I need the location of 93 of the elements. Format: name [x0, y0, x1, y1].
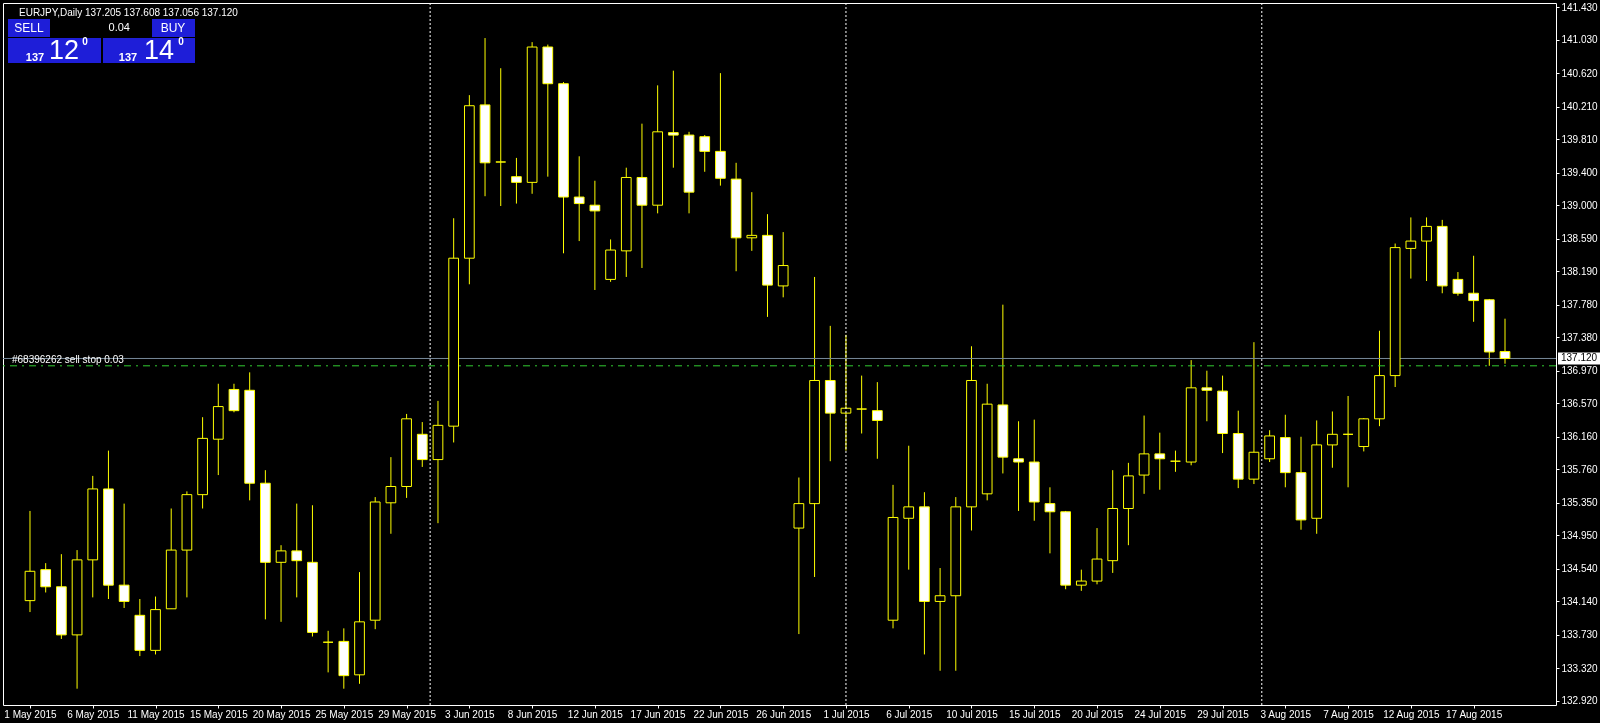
candlestick	[1499, 318, 1511, 365]
candlestick	[275, 544, 287, 623]
y-tick-label: 133.730	[1561, 629, 1599, 641]
candlestick	[856, 375, 868, 434]
annotation: SELL	[14, 21, 44, 35]
candlestick	[118, 503, 130, 609]
candlestick	[1091, 527, 1103, 585]
annotation: 0	[82, 36, 89, 47]
x-tick-label: 3 Aug 2015	[1260, 708, 1312, 720]
y-tick-label: 141.430	[1561, 1, 1599, 13]
annotation: BUY	[160, 21, 186, 35]
y-tick-label: 138.190	[1561, 265, 1599, 277]
y-tick-label: 134.540	[1561, 563, 1599, 575]
y-tick-label: 135.350	[1561, 497, 1599, 509]
candlestick	[840, 334, 852, 452]
candlestick	[1138, 415, 1150, 495]
candlestick	[1468, 255, 1479, 323]
y-tick-label: 136.160	[1561, 431, 1599, 443]
candlestick	[322, 630, 334, 673]
candlestick	[1452, 271, 1464, 297]
x-tick-label: 15 May 2015	[189, 708, 249, 720]
y-tick-label: 137.380	[1561, 331, 1599, 343]
x-tick-label: 25 May 2015	[315, 708, 374, 720]
candlestick	[495, 67, 507, 207]
annotation: 137	[118, 51, 138, 63]
candlestick	[1421, 216, 1432, 282]
candlestick	[228, 383, 240, 413]
annotation: 12	[48, 35, 80, 65]
x-tick-label: 29 May 2015	[378, 708, 437, 720]
y-tick-label: 137.780	[1561, 299, 1599, 311]
y-tick-label: 139.400	[1561, 167, 1599, 179]
candlestick	[1327, 410, 1338, 469]
x-tick-label: 26 Jun 2015	[756, 708, 812, 720]
candlestick	[871, 381, 883, 460]
candlestick	[746, 191, 758, 252]
y-tick-label: 141.030	[1561, 34, 1599, 46]
candlestick	[1405, 216, 1417, 280]
candlestick	[291, 503, 303, 598]
candlestick	[385, 456, 397, 535]
candlestick	[1342, 395, 1354, 488]
candlestick	[667, 70, 679, 169]
y-tick-label: 139.810	[1561, 133, 1599, 145]
candlestick	[934, 567, 946, 672]
y-tick-label: 134.140	[1561, 595, 1599, 607]
candlestick	[777, 231, 789, 298]
x-tick-label: 12 Aug 2015	[1383, 708, 1440, 720]
annotation: 137	[25, 51, 45, 63]
candlestick	[511, 157, 522, 205]
candlestick	[699, 134, 711, 173]
y-tick-label: 133.320	[1561, 662, 1599, 674]
x-tick-label: 24 Jul 2015	[1134, 708, 1187, 720]
candlestick	[1044, 486, 1056, 554]
candlestick	[1264, 429, 1275, 463]
x-tick-label: 6 May 2015	[67, 708, 120, 720]
x-tick-label: 1 Jul 2015	[823, 708, 870, 720]
annotation: 0.04	[108, 20, 130, 33]
candlestick	[1075, 569, 1087, 592]
x-tick-label: 7 Aug 2015	[1323, 708, 1375, 720]
x-tick-label: 22 Jun 2015	[693, 708, 749, 720]
x-tick-label: 10 Jul 2015	[946, 708, 999, 720]
x-tick-label: 20 May 2015	[252, 708, 311, 720]
x-tick-label: 29 Jul 2015	[1197, 708, 1250, 720]
candlestick	[1170, 450, 1181, 473]
x-tick-label: 12 Jun 2015	[567, 708, 624, 720]
annotation: 0	[178, 36, 185, 47]
x-tick-label: 17 Jun 2015	[630, 708, 687, 720]
y-tick-label: 134.950	[1561, 529, 1599, 541]
candlestick	[1013, 420, 1024, 512]
x-tick-label: 8 Jun 2015	[507, 708, 558, 720]
x-tick-label: 20 Jul 2015	[1071, 708, 1124, 720]
y-tick-label: 140.620	[1561, 67, 1599, 79]
y-tick-label: 135.760	[1561, 463, 1599, 475]
candlestick	[903, 445, 915, 571]
ref-line-label: 137.120	[1561, 352, 1598, 364]
candlestick	[1154, 432, 1166, 491]
x-tick-label: 17 Aug 2015	[1446, 708, 1503, 720]
x-tick-label: 6 Jul 2015	[886, 708, 933, 720]
y-tick-label: 140.210	[1561, 101, 1599, 113]
x-tick-label: 3 Jun 2015	[445, 708, 496, 720]
candlestick	[1201, 370, 1213, 422]
x-tick-label: 11 May 2015	[127, 708, 185, 720]
y-tick-label: 136.970	[1561, 365, 1599, 377]
x-tick-label: 1 May 2015	[4, 708, 58, 720]
x-tick-label: 15 Jul 2015	[1008, 708, 1062, 720]
y-tick-label: 139.000	[1561, 199, 1599, 211]
chart-title: EURJPY,Daily 137.205 137.608 137.056 137.120	[19, 6, 239, 18]
annotation: 14	[143, 35, 175, 65]
y-tick-label: 136.570	[1561, 397, 1599, 409]
y-tick-label: 132.920	[1561, 695, 1599, 707]
candlestick	[573, 155, 585, 242]
candlestick	[589, 180, 601, 291]
candlestick	[40, 562, 52, 593]
y-tick-label: 138.590	[1561, 233, 1599, 245]
